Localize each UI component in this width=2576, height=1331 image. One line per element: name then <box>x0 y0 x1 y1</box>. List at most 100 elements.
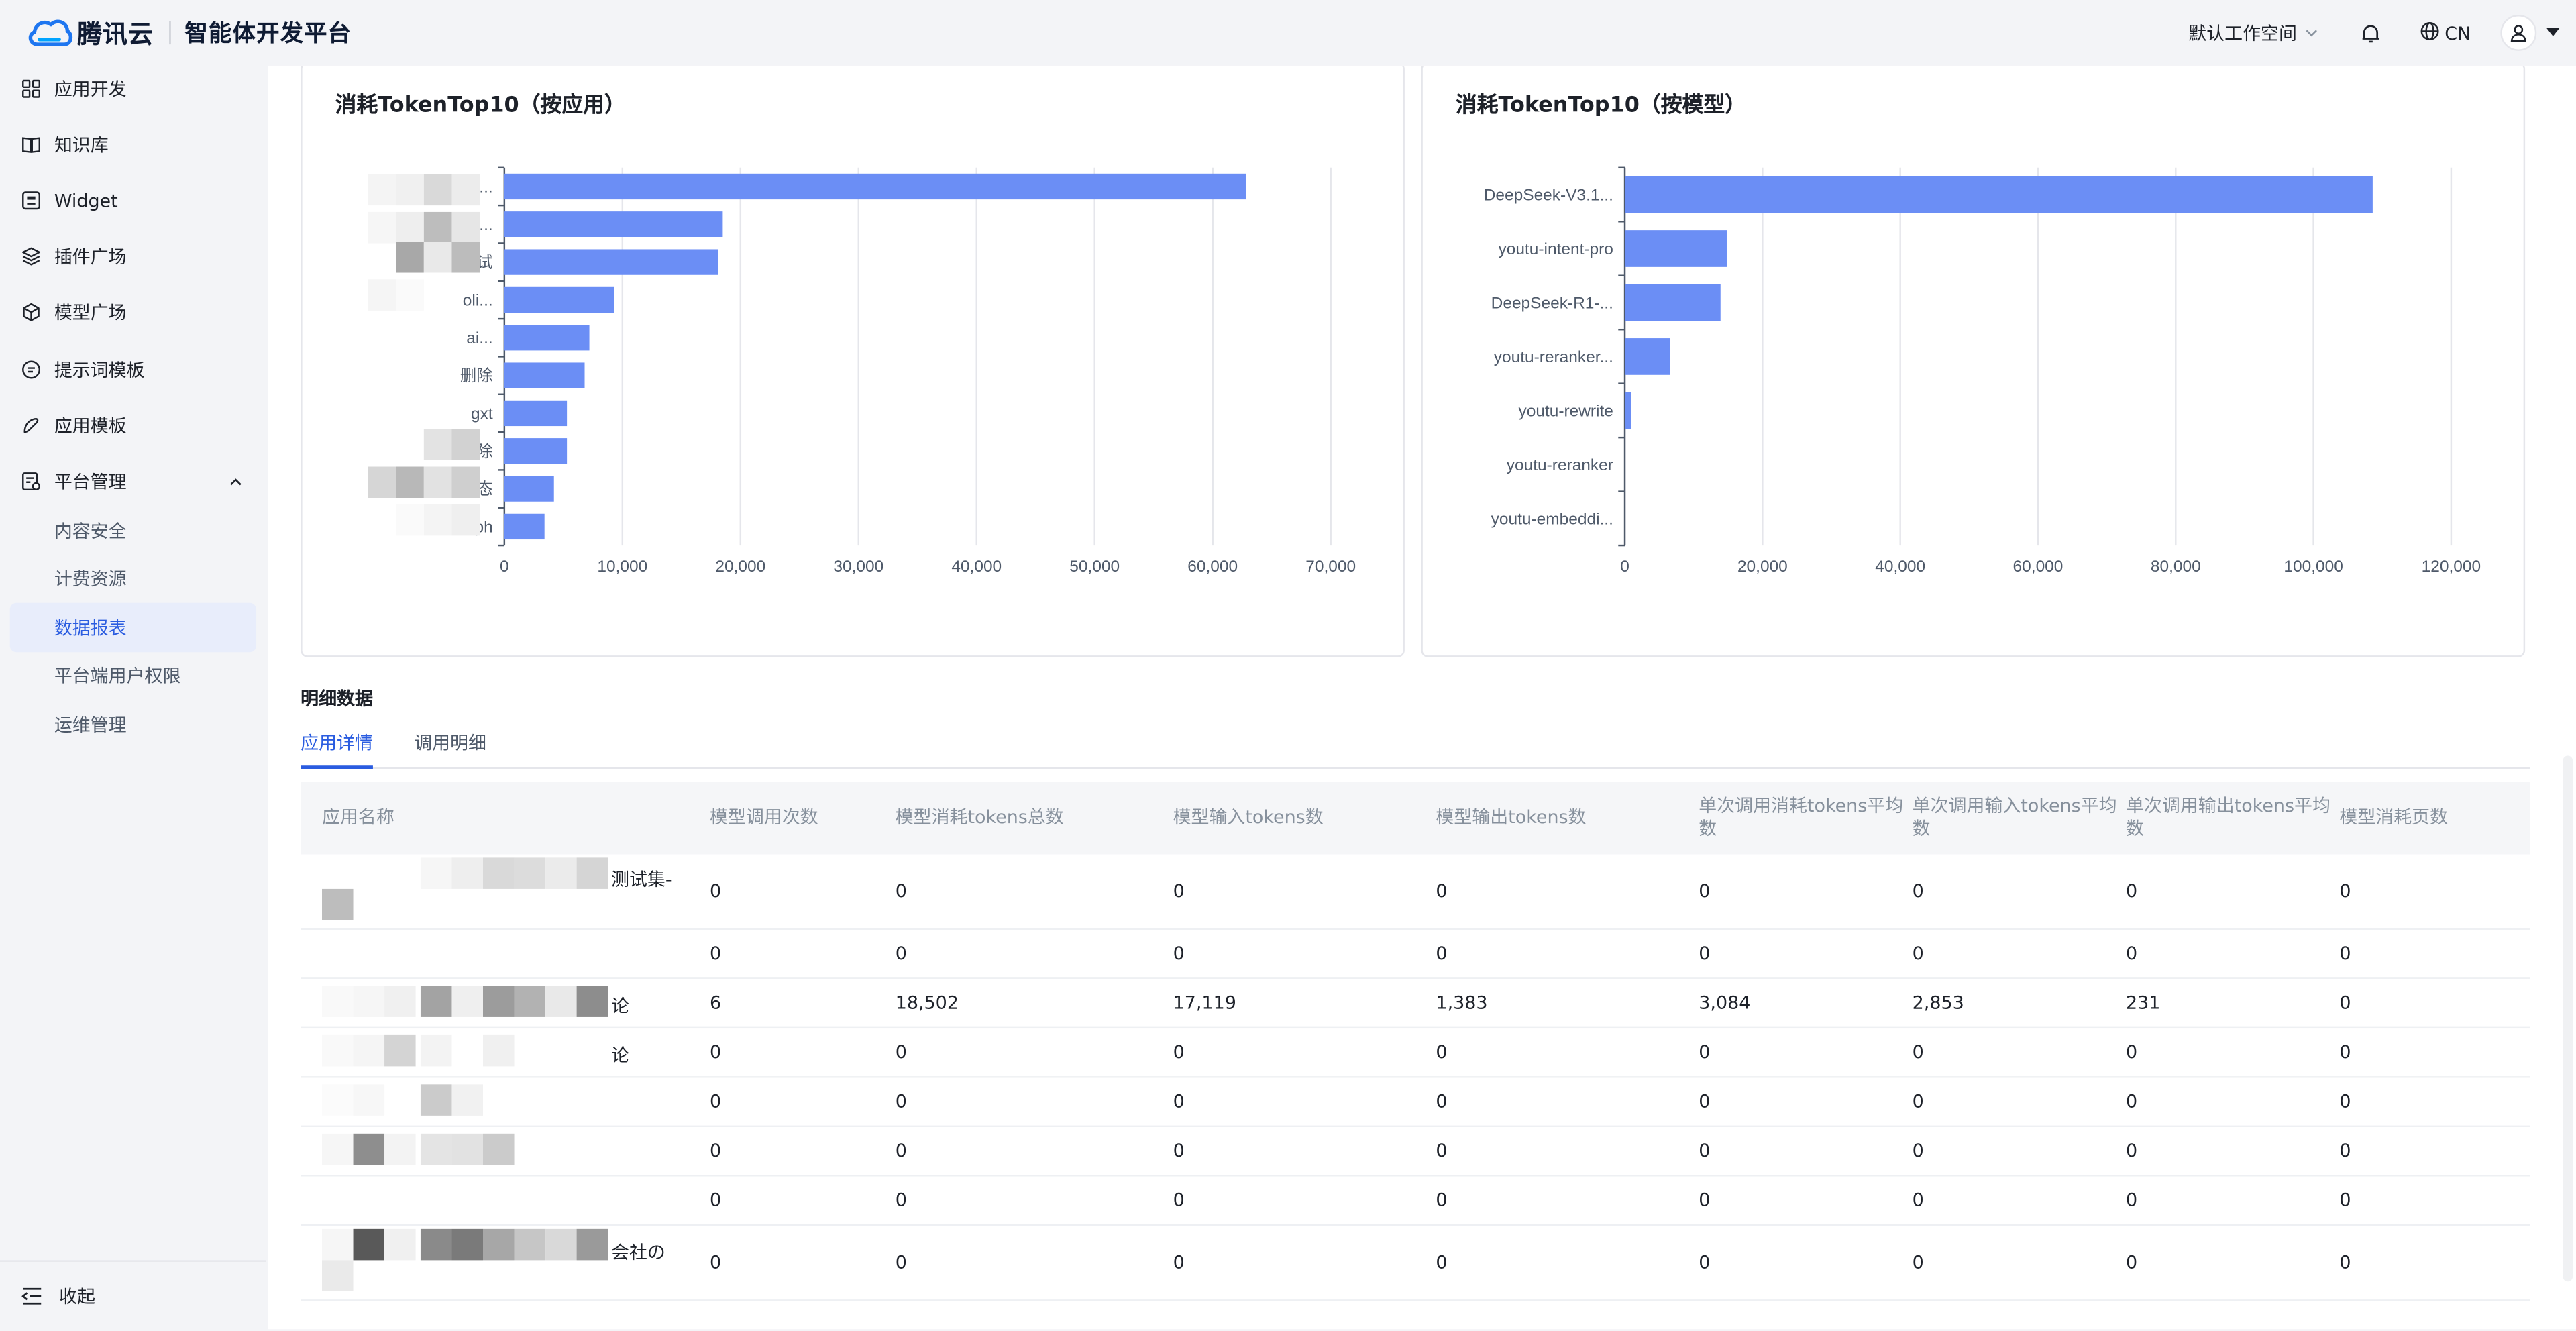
redacted-block <box>423 174 452 206</box>
redacted-block <box>423 466 452 498</box>
bar[interactable] <box>504 438 568 464</box>
globe-icon <box>2420 21 2440 46</box>
table-cell: 18,502 <box>895 992 959 1014</box>
column-header: 单次调用消耗tokens平均数 <box>1699 795 1904 840</box>
redacted-block <box>384 1034 416 1067</box>
table-cell: 0 <box>2126 1041 2138 1063</box>
bar[interactable] <box>504 476 554 502</box>
token-by-app-chart: 0 10,000 20,000 30,000 40,000 50,000 60,000 70,… <box>368 166 1356 576</box>
x-tick-label: 0 <box>500 557 509 576</box>
sidebar-item-models[interactable]: 模型广场 <box>10 288 256 337</box>
table-cell: 0 <box>1912 943 1924 965</box>
workspace-selector[interactable]: 默认工作空间 <box>2188 19 2318 46</box>
table-cell: 0 <box>2126 1140 2138 1162</box>
sidebar-item-ops[interactable]: 运维管理 <box>10 700 256 749</box>
redacted-block <box>368 174 396 206</box>
table-row[interactable]: 0 0 0 0 0 0 0 0 <box>301 930 2530 979</box>
table-cell: 0 <box>1912 1140 1924 1162</box>
table-cell: 0 <box>895 1140 907 1162</box>
bar[interactable] <box>504 286 614 313</box>
table-cell: 0 <box>709 1252 722 1273</box>
table-cell: 0 <box>2126 1252 2138 1273</box>
redacted-block <box>451 174 480 206</box>
table-cell: 0 <box>709 1091 722 1112</box>
sidebar-item-platform-admin[interactable]: 平台管理 <box>10 457 256 506</box>
bar[interactable] <box>504 400 568 427</box>
redacted-block <box>451 857 484 889</box>
redacted-block <box>483 857 515 889</box>
table-cell: 0 <box>1912 1041 1924 1063</box>
chevron-up-icon[interactable] <box>228 473 243 494</box>
x-tick-label: 60,000 <box>1187 557 1238 576</box>
table-row[interactable]: 论 0 0 0 0 0 0 0 0 <box>301 1028 2530 1078</box>
redacted-block <box>514 857 546 889</box>
layers-icon <box>21 246 41 266</box>
bar[interactable] <box>1625 230 1727 267</box>
vertical-scrollbar[interactable] <box>2563 755 2573 1282</box>
table-cell: 0 <box>1699 1252 1711 1273</box>
redacted-block <box>322 1228 354 1261</box>
tab-call-details[interactable]: 调用明细 <box>414 733 486 755</box>
table-cell: 0 <box>2126 1189 2138 1211</box>
app-name-redacted <box>301 1226 612 1301</box>
sidebar-item-plugins[interactable]: 插件广场 <box>10 231 256 280</box>
bell-icon[interactable] <box>2358 19 2384 46</box>
bar[interactable] <box>1625 176 2373 213</box>
bar[interactable] <box>504 173 1246 200</box>
sidebar-item-billing[interactable]: 计费资源 <box>10 553 256 602</box>
table-cell: 0 <box>895 1091 907 1112</box>
table-row[interactable]: 0 0 0 0 0 0 0 0 <box>301 1127 2530 1177</box>
table-row[interactable]: 测试集- 0 0 0 0 0 0 0 0 <box>301 854 2530 930</box>
redacted-block <box>576 1228 608 1261</box>
table-cell: 0 <box>1436 943 1448 965</box>
table-row[interactable]: 0 0 0 0 0 0 0 0 <box>301 1176 2530 1226</box>
sidebar-item-knowledge[interactable]: 知识库 <box>10 120 256 169</box>
table-cell: 0 <box>1912 1091 1924 1112</box>
table-row[interactable]: 0 0 0 0 0 0 0 0 <box>301 1078 2530 1128</box>
sidebar-item-label: 运维管理 <box>54 714 127 737</box>
bar[interactable] <box>1625 284 1721 321</box>
table-row[interactable]: 会社の 0 0 0 0 0 0 0 0 <box>301 1226 2530 1301</box>
collapse-sidebar-button[interactable]: 收起 <box>0 1260 266 1329</box>
sidebar-item-content-security[interactable]: 内容安全 <box>10 506 256 555</box>
y-tick-label: gxt <box>471 405 493 423</box>
table-cell: 0 <box>1173 1252 1185 1273</box>
bar[interactable] <box>1625 392 1631 429</box>
bar[interactable] <box>504 513 545 540</box>
app-name-text: 论 <box>611 1045 629 1067</box>
x-tick-label: 40,000 <box>951 557 1002 576</box>
redacted-block <box>322 888 354 920</box>
table-row[interactable]: 论 6 18,502 17,119 1,383 3,084 2,853 231 0 <box>301 979 2530 1029</box>
app-name-redacted <box>301 1127 612 1176</box>
x-tick-label: 60,000 <box>2013 557 2063 576</box>
tab-app-details[interactable]: 应用详情 <box>301 723 373 769</box>
table-cell: 0 <box>2126 1091 2138 1112</box>
sidebar-item-widget[interactable]: Widget <box>10 176 256 225</box>
app-name-redacted <box>301 1028 612 1077</box>
bar[interactable] <box>504 249 718 275</box>
y-tick-label: 删除 <box>460 366 493 385</box>
logo[interactable]: 腾讯云 <box>25 15 154 50</box>
app-name-redacted <box>301 930 612 979</box>
sidebar-item-app-dev[interactable]: 应用开发 <box>10 64 256 113</box>
bar[interactable] <box>504 325 590 351</box>
y-tick-label: DeepSeek-V3.1... <box>1484 187 1613 205</box>
sidebar-item-data-reports[interactable]: 数据报表 <box>9 602 257 653</box>
bar[interactable] <box>1625 338 1670 375</box>
language-switch[interactable]: CN <box>2420 21 2471 46</box>
table-cell: 0 <box>2339 1189 2351 1211</box>
sidebar-item-app-templates[interactable]: 应用模板 <box>10 401 256 450</box>
bar[interactable] <box>504 211 723 237</box>
app-name-text: 会社の <box>611 1242 665 1264</box>
redacted-block <box>420 857 452 889</box>
table-cell: 0 <box>895 943 907 965</box>
table-cell: 3,084 <box>1699 992 1751 1014</box>
user-menu[interactable] <box>2500 15 2560 51</box>
redacted-block <box>396 242 424 273</box>
sidebar-item-prompts[interactable]: 提示词模板 <box>10 345 256 394</box>
y-tick-label: oli... <box>463 292 493 310</box>
token-by-model-chart: 0 20,000 40,000 60,000 80,000 100,000 120,000 D… <box>1484 166 2481 576</box>
sidebar-item-user-permissions[interactable]: 平台端用户权限 <box>10 651 256 700</box>
column-header: 模型消耗页数 <box>2339 806 2449 829</box>
bar[interactable] <box>504 362 585 388</box>
